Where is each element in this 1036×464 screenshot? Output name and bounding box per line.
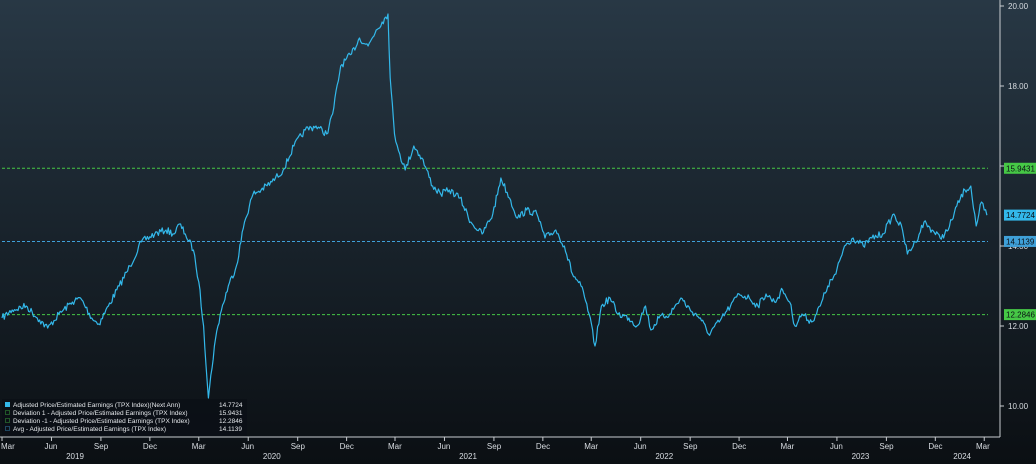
value-tag-bg bbox=[1004, 235, 1036, 247]
value-tag-bg bbox=[1004, 162, 1036, 174]
value-tag-label: 14.1139 bbox=[1006, 237, 1035, 246]
x-tick-label: Dec bbox=[340, 442, 354, 451]
x-tick-label: Sep bbox=[487, 442, 502, 451]
x-tick-label: Jun bbox=[44, 442, 57, 451]
value-tag-label: 12.2846 bbox=[1006, 311, 1035, 320]
x-tick-label: Mar bbox=[976, 442, 990, 451]
legend-swatch-dashed bbox=[5, 418, 10, 423]
legend-entry-label: Deviation -1 - Adjusted Price/Estimated … bbox=[13, 418, 190, 425]
x-tick-label: Jun bbox=[634, 442, 647, 451]
year-label: 2021 bbox=[459, 452, 477, 461]
value-tag: 15.9431 bbox=[1004, 162, 1036, 174]
x-tick-label: Mar bbox=[388, 442, 402, 451]
pe-series-line bbox=[1, 13, 988, 399]
year-label: 2023 bbox=[852, 452, 870, 461]
x-tick-label: Mar bbox=[584, 442, 598, 451]
value-tag: 12.2846 bbox=[1004, 309, 1036, 321]
year-label: 2024 bbox=[953, 452, 971, 461]
y-tick-label: 12.00 bbox=[1008, 322, 1029, 331]
value-tag-label: 15.9431 bbox=[1006, 164, 1035, 173]
y-tick-label: 10.00 bbox=[1008, 402, 1029, 411]
year-label: 2019 bbox=[66, 452, 84, 461]
x-tick-label: Dec bbox=[143, 442, 157, 451]
value-tag: 14.7724 bbox=[1004, 209, 1036, 221]
value-tag: 14.1139 bbox=[1004, 235, 1036, 247]
reference-lines bbox=[2, 167, 988, 316]
legend: Adjusted Price/Estimated Earnings (TPX I… bbox=[2, 399, 247, 436]
x-tick-label: Sep bbox=[94, 442, 109, 451]
legend-box bbox=[2, 399, 247, 436]
x-tick-label: Mar bbox=[1, 442, 15, 451]
year-label: 2020 bbox=[263, 452, 281, 461]
x-tick-label: Mar bbox=[780, 442, 794, 451]
legend-entry-value: 14.7724 bbox=[219, 402, 243, 409]
price-earnings-series bbox=[1, 13, 988, 399]
x-tick-label: Jun bbox=[830, 442, 843, 451]
x-tick-label: Mar bbox=[192, 442, 206, 451]
x-tick-label: Jun bbox=[241, 442, 254, 451]
legend-swatch-filled bbox=[5, 402, 10, 407]
legend-swatch-dashed bbox=[5, 410, 10, 415]
value-tags: 15.9431 14.7724 14.1139 12.2846 bbox=[1004, 162, 1036, 321]
legend-entry-label: Adjusted Price/Estimated Earnings (TPX I… bbox=[13, 402, 180, 409]
x-tick-label: Jun bbox=[437, 442, 450, 451]
legend-swatch-dashed bbox=[5, 426, 10, 431]
legend-entry-label: Avg - Adjusted Price/Estimated Earnings … bbox=[13, 426, 166, 433]
legend-entry-value: 12.2846 bbox=[219, 418, 243, 425]
x-tick-label: Sep bbox=[291, 442, 306, 451]
x-axis: Mar Jun Sep Dec Mar Jun Sep Dec Mar Jun Sep Dec Mar J… bbox=[0, 436, 1000, 461]
x-tick-label: Sep bbox=[683, 442, 698, 451]
x-tick-label: Dec bbox=[732, 442, 746, 451]
x-tick-label: Sep bbox=[879, 442, 894, 451]
legend-entry-value: 15.9431 bbox=[219, 410, 243, 417]
x-tick-label: Dec bbox=[536, 442, 550, 451]
value-tag-bg bbox=[1004, 309, 1036, 321]
legend-entry-label: Deviation 1 - Adjusted Price/Estimated E… bbox=[13, 410, 188, 417]
y-tick-label: 18.00 bbox=[1008, 82, 1029, 91]
year-label: 2022 bbox=[655, 452, 673, 461]
value-tag-label: 14.7724 bbox=[1006, 211, 1035, 220]
y-tick-label: 20.00 bbox=[1008, 2, 1029, 11]
x-tick-label: Dec bbox=[928, 442, 942, 451]
value-tag-bg bbox=[1004, 209, 1036, 221]
legend-entry-value: 14.1139 bbox=[219, 426, 242, 433]
